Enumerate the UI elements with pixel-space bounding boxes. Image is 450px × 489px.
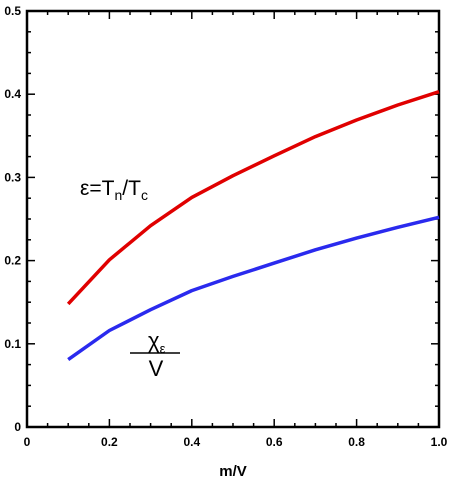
red-label-slash: /T [122, 177, 141, 200]
red-label-sub1: n [114, 187, 122, 203]
x-tick-label: 0.6 [266, 435, 283, 449]
series-line-red [66, 90, 440, 306]
ticks [26, 10, 440, 428]
y-tick-label: 0.1 [4, 337, 21, 351]
red-label-sub2: c [141, 187, 148, 203]
y-tick-label: 0.4 [4, 87, 21, 101]
blue-curve-numerator: χε [148, 328, 166, 356]
y-tick-label: 0.2 [4, 254, 21, 268]
series-lines [66, 90, 440, 362]
blue-label-sub: ε [160, 341, 166, 356]
y-tick-label: 0.5 [4, 4, 21, 18]
x-tick-label: 0 [24, 435, 31, 449]
plot-frame [25, 9, 441, 429]
x-tick-label: 0.4 [183, 435, 200, 449]
series-line-blue [67, 215, 440, 362]
blue-label-chi: χ [148, 328, 160, 353]
x-axis-title: m/V [219, 463, 247, 480]
red-label-eq: =T [89, 177, 114, 200]
y-tick-label: 0 [14, 420, 21, 434]
x-tick-label: 0.2 [101, 435, 118, 449]
blue-curve-denominator: V [149, 356, 164, 381]
tick-labels: 0 0.2 0.4 0.6 0.8 1.0 0 0.1 0.2 0.3 0.4 0.5 [4, 4, 447, 449]
y-tick-label: 0.3 [4, 170, 21, 184]
x-tick-label: 0.8 [348, 435, 365, 449]
red-label-epsilon: ε [80, 177, 89, 200]
x-tick-label: 1.0 [431, 435, 448, 449]
red-curve-label: ε=Tn/Tc [80, 177, 148, 203]
